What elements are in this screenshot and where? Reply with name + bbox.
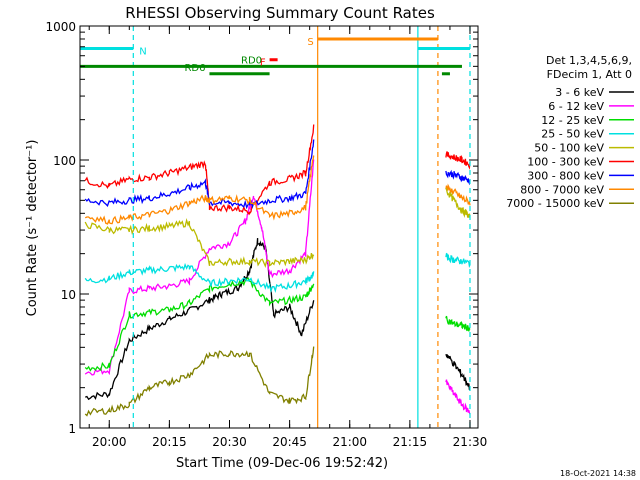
legend-label-3-6-kev: 3 - 6 keV bbox=[555, 86, 604, 99]
y-tick-label: 10 bbox=[61, 288, 76, 302]
legend-label-7000-15000-kev: 7000 - 15000 keV bbox=[506, 197, 604, 210]
series-line-12-25-kev bbox=[84, 277, 315, 372]
status-label-s: S bbox=[307, 37, 313, 48]
legend-label-100-300-kev: 100 - 300 keV bbox=[527, 156, 604, 169]
series-line-50-100-kev bbox=[84, 218, 315, 268]
post-gap-line-50-100-kev bbox=[445, 187, 471, 218]
series-line-300-800-kev bbox=[84, 139, 315, 210]
legend-label-25-50-kev: 25 - 50 keV bbox=[541, 128, 604, 141]
legend-label-50-100-kev: 50 - 100 keV bbox=[534, 142, 604, 155]
series-line-6-12-kev bbox=[84, 159, 315, 376]
legend-label-800-7000-kev: 800 - 7000 keV bbox=[520, 183, 604, 196]
plot-frame bbox=[79, 25, 479, 429]
post-gap-line-3-6-kev bbox=[445, 353, 471, 391]
post-gap-line-12-25-kev bbox=[445, 315, 471, 332]
legend-label-6-12-kev: 6 - 12 keV bbox=[548, 100, 604, 113]
y-tick-label: 1 bbox=[68, 422, 76, 436]
legend-header-1: Det 1,3,4,5,6,9, bbox=[546, 54, 632, 67]
axes: 20:00 20:15 20:30 20:45 21:00 21:15 21:30 1 10 10… bbox=[45, 20, 487, 449]
series-line-3-6-kev bbox=[84, 238, 315, 401]
status-label-rd6: RD6 bbox=[184, 63, 205, 74]
legend-label-300-800-kev: 300 - 800 keV bbox=[527, 169, 604, 182]
status-label-f: F bbox=[260, 58, 266, 69]
x-tick-label: 21:00 bbox=[332, 435, 367, 449]
y-tick-label: 1000 bbox=[45, 20, 76, 34]
chart-title: RHESSI Observing Summary Count Rates bbox=[125, 4, 435, 22]
series-line-7000-15000-kev bbox=[84, 346, 315, 417]
x-tick-label: 20:45 bbox=[272, 435, 307, 449]
post-gap-line-6-12-kev bbox=[445, 379, 471, 415]
post-gap-line-800-7000-kev bbox=[445, 183, 471, 206]
x-tick-label: 21:30 bbox=[453, 435, 488, 449]
y-tick-label: 100 bbox=[53, 154, 76, 168]
legend: Det 1,3,4,5,6,9, FDecim 1, Att 0 3 - 6 k… bbox=[506, 54, 634, 210]
x-tick-label: 20:00 bbox=[92, 435, 127, 449]
x-tick-label: 21:15 bbox=[393, 435, 428, 449]
y-axis-label: Count Rate (s⁻¹ detector⁻¹) bbox=[25, 140, 40, 317]
series-line-25-50-kev bbox=[84, 262, 315, 294]
x-tick-label: 20:15 bbox=[152, 435, 187, 449]
post-gap-line-100-300-kev bbox=[445, 151, 471, 170]
status-label-rd0: RD0 bbox=[241, 55, 262, 66]
x-axis-label: Start Time (09-Dec-06 19:52:42) bbox=[176, 456, 388, 471]
legend-label-12-25-kev: 12 - 25 keV bbox=[541, 114, 604, 127]
status-label-n: N bbox=[139, 46, 146, 57]
footer-timestamp: 18-Oct-2021 14:38 bbox=[560, 469, 636, 478]
series-line-100-300-kev bbox=[84, 124, 315, 216]
legend-header-2: FDecim 1, Att 0 bbox=[547, 68, 632, 81]
x-tick-label: 20:30 bbox=[212, 435, 247, 449]
post-gap-line-25-50-kev bbox=[445, 252, 471, 268]
post-gap-line-300-800-kev bbox=[445, 169, 471, 186]
series-line-800-7000-kev bbox=[84, 155, 315, 225]
